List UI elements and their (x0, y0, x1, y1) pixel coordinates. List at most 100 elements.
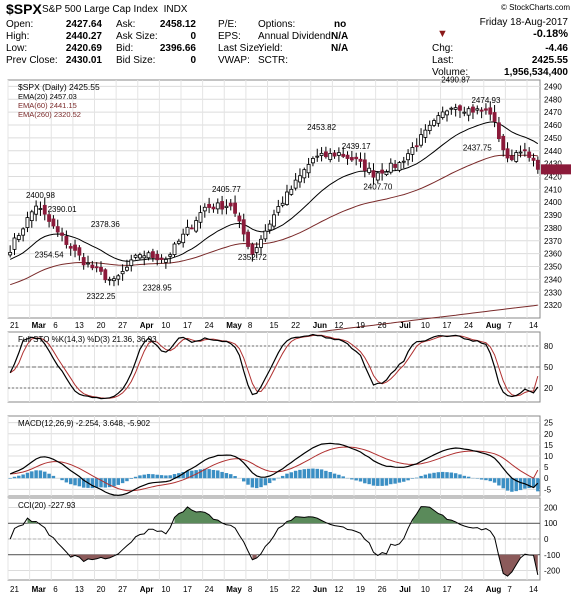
candle-body (29, 211, 34, 222)
cci-tick-label: 200 (544, 503, 558, 512)
macd-histogram-bar (466, 476, 471, 479)
bottom-x-axis-label: May (226, 585, 242, 594)
candle-body (68, 246, 73, 249)
candle-body (194, 220, 199, 232)
candle-body (285, 191, 289, 205)
candle-body (125, 266, 129, 271)
candle-body (215, 202, 220, 210)
option-value: no (334, 19, 347, 30)
bottom-x-axis-label: 6 (53, 585, 58, 594)
price-legend-entry: EMA(60) 2441.15 (18, 101, 77, 110)
macd-histogram-bar (142, 474, 146, 479)
candle-body (427, 124, 432, 131)
candle-body (250, 244, 255, 255)
macd-tick-label: 25 (544, 419, 553, 428)
macd-histogram-bar (354, 478, 358, 481)
macd-histogram-bar (211, 469, 216, 479)
candle-body (488, 107, 493, 115)
macd-histogram-bar (250, 478, 255, 488)
macd-histogram-bar (462, 475, 467, 479)
macd-histogram-bar (453, 473, 458, 479)
candle-body (163, 258, 168, 263)
bidask-value: 2396.66 (159, 43, 196, 54)
macd-histogram-bar (81, 478, 86, 488)
candle-body (25, 217, 30, 229)
macd-histogram-bar (298, 469, 302, 479)
macd-histogram-bar (449, 472, 454, 479)
macd-histogram-bar (380, 478, 384, 486)
macd-histogram-bar (107, 478, 112, 488)
candle-body (332, 152, 337, 157)
price-tick-label: 2460 (544, 121, 562, 130)
price-tick-label: 2340 (544, 275, 562, 284)
macd-histogram-bar (376, 478, 380, 486)
candle-body (484, 108, 488, 111)
candle-body (306, 164, 311, 174)
candle-body (21, 228, 26, 236)
macd-histogram-bar (393, 478, 397, 484)
candle-body (445, 110, 449, 116)
candle-body (319, 152, 324, 156)
down-arrow-icon: ▼ (437, 28, 448, 40)
candle-body (12, 237, 17, 250)
stochastic-k-line (9, 333, 539, 400)
macd-tick-label: 5 (544, 463, 549, 472)
macd-histogram-bar (272, 478, 276, 481)
x-axis-label: 17 (183, 321, 192, 330)
macd-histogram-bar (397, 478, 402, 483)
macd-histogram-bar (363, 478, 367, 484)
macd-histogram-bar (510, 478, 514, 492)
macd-histogram-bar (384, 478, 389, 486)
macd-histogram-bar (436, 472, 441, 479)
candle-body (254, 247, 259, 253)
macd-histogram-bar (151, 474, 155, 479)
macd-histogram-bar (328, 472, 332, 479)
macd-histogram-bar (64, 478, 69, 483)
macd-histogram-bar (241, 478, 246, 482)
quote-value: 2440.27 (65, 31, 102, 42)
candle-body (354, 156, 359, 160)
macd-histogram-bar (306, 468, 311, 479)
macd-histogram-bar (17, 475, 21, 479)
candle-body (535, 159, 540, 170)
macd-histogram-bar (514, 478, 518, 492)
macd-histogram-bar (492, 478, 497, 483)
candle-body (527, 151, 532, 158)
price-annotation: 2474.93 (471, 96, 500, 105)
macd-histogram-bar (332, 473, 337, 479)
candle-body (150, 251, 155, 258)
price-tick-label: 2330 (544, 288, 562, 297)
candle-body (471, 106, 475, 113)
price-tick-label: 2370 (544, 237, 562, 246)
macd-histogram-bar (263, 478, 268, 486)
macd-histogram-bar (168, 475, 172, 479)
x-axis-label: 26 (378, 321, 387, 330)
x-axis-label: 27 (118, 321, 127, 330)
x-axis-label: 6 (53, 321, 58, 330)
macd-histogram-bar (488, 478, 492, 482)
candle-body (73, 244, 77, 251)
bottom-x-axis-label: Mar (32, 585, 46, 594)
price-annotation: 2407.70 (363, 182, 392, 191)
price-tick-label: 2380 (544, 224, 562, 233)
x-axis-label: 12 (334, 321, 343, 330)
macd-legend: MACD(12,26,9) -2.254, 3.648, -5.902 (18, 419, 151, 428)
ema60-line (10, 154, 538, 286)
candle-body (228, 202, 233, 207)
macd-histogram-bar (99, 478, 103, 488)
macd-histogram-bar (497, 478, 501, 486)
macd-histogram-bar (181, 472, 185, 479)
bottom-x-axis-label: 13 (75, 585, 84, 594)
candle-body (47, 214, 52, 222)
macd-histogram-bar (220, 471, 224, 479)
price-annotation: 2390.01 (48, 205, 77, 214)
candle-body (159, 257, 164, 260)
price-tick-label: 2360 (544, 250, 562, 259)
bottom-x-axis-label: 27 (118, 585, 127, 594)
bottom-x-axis-label: 21 (10, 585, 19, 594)
candle-body (380, 169, 385, 174)
candle-body (116, 275, 121, 280)
macd-histogram-bar (77, 478, 82, 487)
bottom-x-axis-label: Jun (313, 585, 327, 594)
candle-body (146, 252, 151, 259)
